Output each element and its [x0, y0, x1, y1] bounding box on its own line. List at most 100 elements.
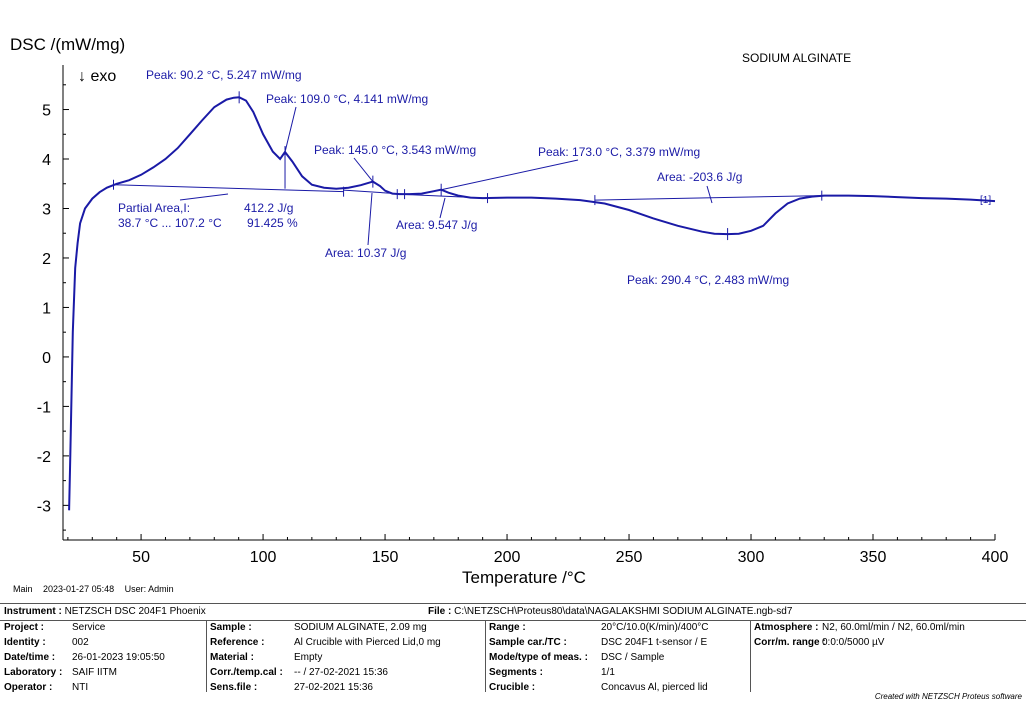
metadata-table: Project : Service Identity : 002 Date/time :… [0, 620, 1026, 695]
metadata-row: Corr/m. range :0:0:0/5000 µV [754, 635, 965, 650]
y-tick-label: 4 [42, 152, 51, 169]
metadata-key: Atmosphere : [754, 622, 819, 633]
metadata-value: Concavus Al, pierced lid [601, 682, 708, 693]
partial-area-baseline [113, 184, 344, 193]
metadata-value: SAIF IITM [72, 667, 117, 678]
area-label: Area: -203.6 J/g [657, 170, 742, 184]
y-tick-label: -1 [37, 399, 51, 416]
metadata-row: Laboratory : SAIF IITM [4, 665, 165, 680]
metadata-row: Reference : Al Crucible with Pierced Lid,… [210, 635, 441, 650]
metadata-row: Atmosphere : N2, 60.0ml/min / N2, 60.0ml/… [754, 620, 965, 635]
run-info: Main 2023-01-27 05:48 User: Admin [13, 584, 182, 594]
x-tick-label: 350 [860, 549, 887, 566]
run-timestamp: 2023-01-27 05:48 [43, 584, 115, 594]
exo-indicator: ↓ exo [78, 68, 116, 85]
run-user: User: Admin [124, 584, 174, 594]
main-label: Main [13, 584, 33, 594]
metadata-row: Sample : SODIUM ALGINATE, 2.09 mg [210, 620, 441, 635]
metadata-key: Crucible : [489, 682, 536, 693]
metadata-column-4: Atmosphere : N2, 60.0ml/min / N2, 60.0ml/… [754, 620, 965, 650]
x-axis-title: Temperature /°C [462, 568, 586, 587]
software-credit: Created with NETZSCH Proteus software [874, 692, 1022, 701]
area-leader-line [367, 192, 373, 246]
y-tick-label: -3 [37, 498, 51, 515]
x-tick-label: 100 [250, 549, 277, 566]
metadata-value: SODIUM ALGINATE, 2.09 mg [294, 622, 427, 633]
x-tick-label: 200 [494, 549, 521, 566]
instrument-info: Instrument : NETZSCH DSC 204F1 Phoenix [4, 606, 206, 617]
dsc-curve [68, 96, 996, 511]
metadata-value: 002 [72, 637, 89, 648]
metadata-value: Empty [294, 652, 323, 663]
chart-title: SODIUM ALGINATE [742, 51, 851, 65]
metadata-key: Laboratory : [4, 667, 63, 678]
peak-leader-line [441, 159, 579, 191]
metadata-row: Date/time : 26-01-2023 19:05:50 [4, 650, 165, 665]
metadata-value: Service [72, 622, 106, 633]
metadata-row: Sens.file : 27-02-2021 15:36 [210, 680, 441, 695]
metadata-key: Reference : [210, 637, 265, 648]
partial-area-percent: 91.425 % [247, 216, 298, 230]
instrument-label: Instrument : [4, 606, 62, 617]
y-tick-label: 5 [42, 103, 51, 120]
metadata-key: Identity : [4, 637, 46, 648]
peak-label: Peak: 145.0 °C, 3.543 mW/mg [314, 143, 476, 157]
metadata-key: Material : [210, 652, 254, 663]
dsc-chart: 50 100 150 200 250 300 350 400 5 4 3 2 1 0 -1 -2 -3 DSC /… [10, 35, 1008, 587]
x-tick-label: 300 [738, 549, 765, 566]
x-tick-label: 50 [132, 549, 150, 566]
metadata-key: Sample car./TC : [489, 637, 567, 648]
metadata-value: Al Crucible with Pierced Lid,0 mg [294, 637, 441, 648]
chart-labels: 50 100 150 200 250 300 350 400 5 4 3 2 1 0 -1 -2 -3 DSC /… [10, 35, 1008, 587]
y-tick-label: 3 [42, 201, 51, 218]
metadata-row: Operator : NTI [4, 680, 165, 695]
metadata-value: 26-01-2023 19:05:50 [72, 652, 165, 663]
peak-label: Peak: 173.0 °C, 3.379 mW/mg [538, 145, 700, 159]
curve-tag: [1] [980, 195, 991, 206]
metadata-column-1: Project : Service Identity : 002 Date/time :… [4, 620, 165, 695]
metadata-value: 0:0:0/5000 µV [822, 637, 885, 648]
area-203-baseline [594, 195, 822, 201]
metadata-value: 27-02-2021 15:36 [294, 682, 373, 693]
metadata-row: Segments : 1/1 [489, 665, 709, 680]
metadata-value: DSC / Sample [601, 652, 665, 663]
metadata-row: Project : Service [4, 620, 165, 635]
area-leader-line [439, 197, 446, 219]
metadata-column-2: Sample : SODIUM ALGINATE, 2.09 mg Referenc… [210, 620, 441, 695]
partial-area-value: 412.2 J/g [244, 201, 293, 215]
divider [485, 620, 486, 692]
peak-leader-line [284, 106, 297, 153]
divider [750, 620, 751, 692]
file-value: C:\NETZSCH\Proteus80\data\NAGALAKSHMI SO… [454, 606, 793, 617]
metadata-value: DSC 204F1 t-sensor / E [601, 637, 708, 648]
peak-label: Peak: 290.4 °C, 2.483 mW/mg [627, 273, 789, 287]
chart-axes [62, 65, 996, 541]
chart-plot [68, 91, 996, 511]
metadata-value: 20°C/10.0(K/min)/400°C [601, 622, 709, 633]
area-label: Area: 10.37 J/g [325, 246, 406, 260]
metadata-value: N2, 60.0ml/min / N2, 60.0ml/min [822, 622, 965, 633]
metadata-key: Project : [4, 622, 45, 633]
file-info: File : C:\NETZSCH\Proteus80\data\NAGALAK… [428, 606, 792, 617]
file-label: File : [428, 606, 452, 617]
x-tick-label: 400 [982, 549, 1009, 566]
x-tick-label: 150 [372, 549, 399, 566]
metadata-key: Mode/type of meas. : [489, 652, 588, 663]
metadata-row: Crucible : Concavus Al, pierced lid [489, 680, 709, 695]
peak-leader-line [353, 157, 374, 182]
metadata-row: Corr./temp.cal : -- / 27-02-2021 15:36 [210, 665, 441, 680]
x-tick-label: 250 [616, 549, 643, 566]
metadata-value: -- / 27-02-2021 15:36 [294, 667, 388, 678]
metadata-row: Sample car./TC : DSC 204F1 t-sensor / E [489, 635, 709, 650]
metadata-row: Range : 20°C/10.0(K/min)/400°C [489, 620, 709, 635]
metadata-key: Segments : [489, 667, 543, 678]
instrument-value: NETZSCH DSC 204F1 Phoenix [64, 606, 206, 617]
metadata-row: Material : Empty [210, 650, 441, 665]
metadata-value: 1/1 [601, 667, 615, 678]
metadata-column-3: Range : 20°C/10.0(K/min)/400°C Sample car.… [489, 620, 709, 695]
instrument-bar: Instrument : NETZSCH DSC 204F1 Phoenix F… [0, 603, 1026, 621]
area-label: Area: 9.547 J/g [396, 218, 477, 232]
partial-area-leader [179, 193, 229, 201]
partial-area-range: 38.7 °C ... 107.2 °C [118, 216, 222, 230]
divider [206, 620, 207, 692]
